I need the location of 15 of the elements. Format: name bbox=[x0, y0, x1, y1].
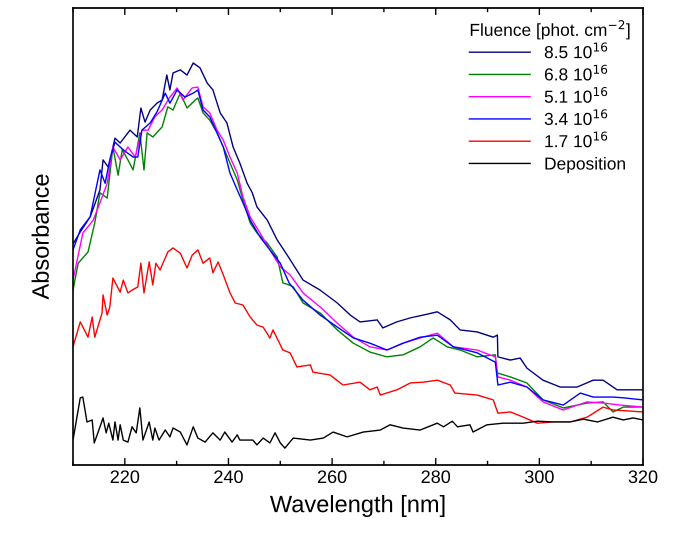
x-tick-label: 220 bbox=[110, 470, 140, 484]
x-tick-label: 280 bbox=[422, 470, 450, 484]
legend-label: Deposition bbox=[545, 156, 625, 174]
x-tick-label: 240 bbox=[214, 470, 243, 484]
y-axis-title: Absorbance bbox=[32, 174, 49, 300]
legend-label: 1.7 10$^{16}$ bbox=[545, 131, 608, 148]
legend-label: 6.8 10$^{16}$ bbox=[544, 64, 608, 81]
legend-label: 8.5 10$^{16}$ bbox=[544, 42, 608, 58]
legend-label: 3.4 10$^{16}$ bbox=[544, 109, 608, 126]
legend-title: Fluence [phot. cm$^{−2}$] bbox=[470, 20, 630, 40]
x-tick-label: 320 bbox=[628, 470, 658, 484]
x-tick-label: 260 bbox=[318, 470, 346, 484]
x-tick-label: 300 bbox=[524, 470, 554, 484]
legend-label: 5.1 10$^{16}$ bbox=[544, 86, 608, 103]
x-axis-title: Wavelength [nm] bbox=[270, 495, 444, 518]
